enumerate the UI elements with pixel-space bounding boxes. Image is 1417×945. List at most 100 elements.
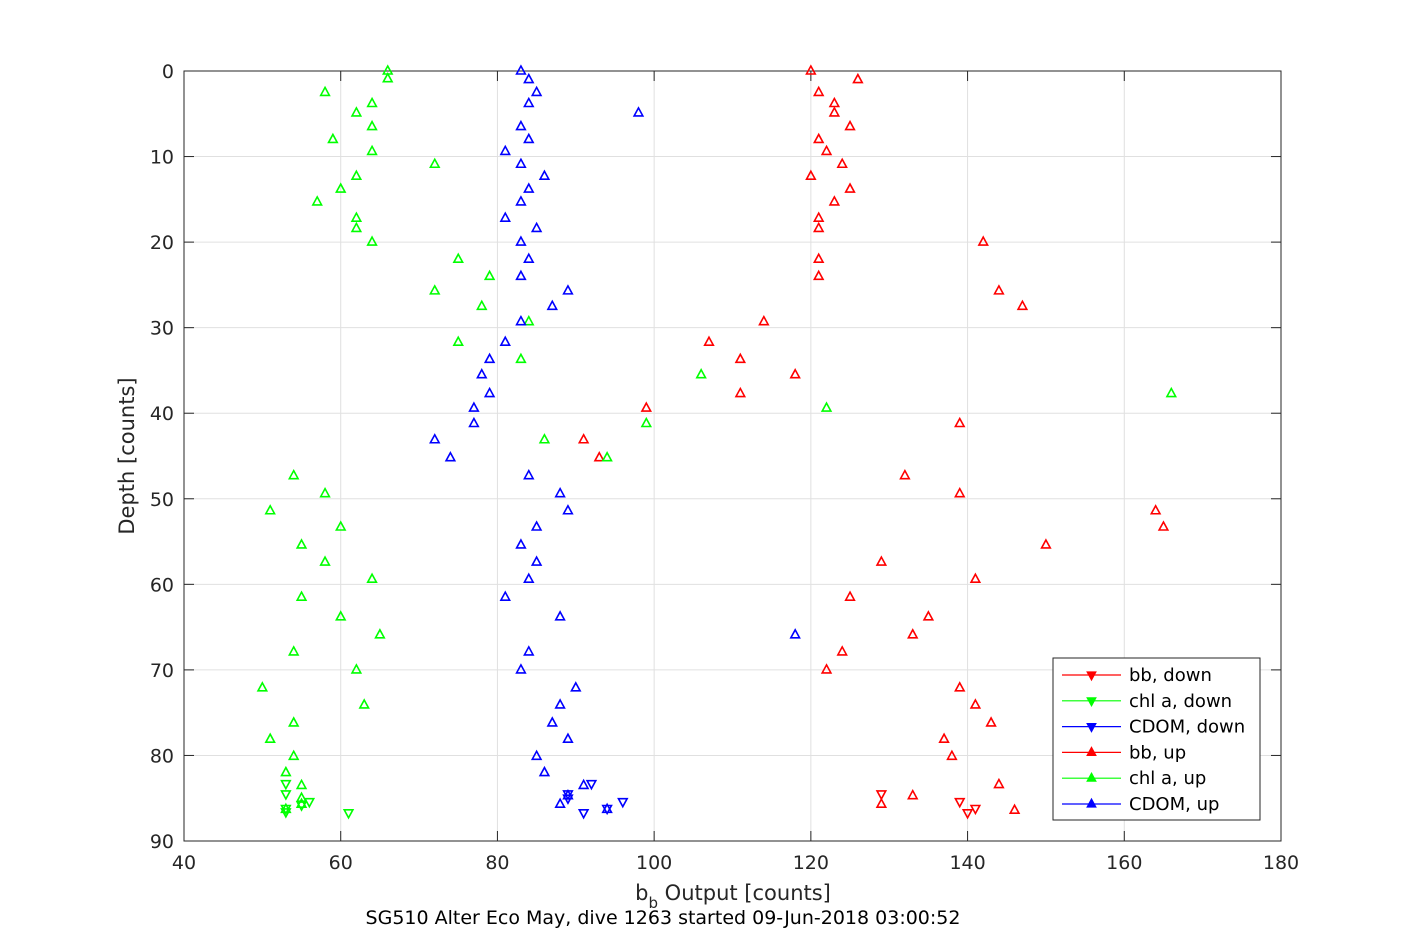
x-tick-label: 160	[1106, 852, 1142, 874]
data-point	[907, 788, 919, 800]
legend-label: chl a, up	[1129, 768, 1206, 789]
data-point	[366, 96, 378, 108]
data-point	[295, 801, 308, 812]
x-tick-label: 140	[949, 852, 985, 874]
data-point	[546, 716, 558, 727]
data-point	[812, 252, 825, 264]
x-tick-label: 100	[636, 852, 672, 874]
data-point	[1016, 299, 1029, 311]
chart-caption: SG510 Alter Eco May, dive 1263 started 0…	[366, 907, 961, 929]
data-point	[499, 144, 511, 156]
data-point	[538, 433, 551, 444]
data-point	[812, 221, 825, 233]
data-point	[523, 182, 535, 193]
data-point	[977, 235, 989, 246]
data-point	[844, 119, 856, 131]
data-point	[789, 628, 801, 639]
data-point	[429, 433, 441, 444]
data-point	[812, 132, 825, 144]
data-point	[382, 72, 394, 83]
series-chl-a-up	[256, 64, 1177, 814]
y-tick-label: 80	[150, 745, 174, 767]
legend-marker	[1086, 723, 1097, 733]
data-point	[954, 486, 966, 498]
data-markers	[256, 64, 1177, 820]
data-point	[429, 284, 441, 295]
data-point	[476, 368, 488, 379]
data-point	[530, 221, 543, 233]
data-point	[530, 85, 543, 97]
data-point	[922, 610, 935, 621]
x-tick-label: 80	[485, 852, 509, 874]
data-point	[695, 368, 707, 379]
data-point	[499, 590, 511, 601]
data-point	[601, 451, 613, 462]
data-point	[562, 732, 574, 743]
data-point	[319, 486, 331, 498]
data-point	[468, 401, 480, 412]
data-point	[538, 169, 551, 181]
data-point	[577, 433, 590, 444]
data-point	[1040, 538, 1052, 549]
data-point	[358, 698, 370, 709]
legend-item: bb, down	[1062, 665, 1212, 686]
data-point	[828, 106, 841, 117]
series-bb-down	[875, 790, 982, 820]
data-point	[342, 808, 355, 820]
data-point	[828, 195, 841, 206]
data-point	[295, 538, 308, 549]
data-point	[350, 221, 363, 233]
data-point	[899, 469, 911, 480]
y-tick-label: 20	[150, 232, 174, 254]
data-point	[1008, 803, 1021, 814]
data-point	[562, 504, 574, 515]
data-point	[515, 195, 527, 206]
x-axis-label: bb Output [counts]	[635, 881, 831, 912]
data-point	[515, 352, 527, 364]
y-tick-label: 0	[162, 61, 174, 83]
x-tick-label: 180	[1263, 852, 1299, 874]
data-point	[546, 299, 558, 311]
data-point	[366, 572, 378, 583]
data-point	[530, 555, 543, 566]
data-point	[969, 804, 982, 816]
data-point	[1165, 386, 1177, 398]
data-point	[319, 85, 331, 97]
data-point	[295, 791, 308, 803]
data-point	[758, 315, 770, 326]
data-point	[523, 252, 535, 264]
data-point	[327, 132, 339, 144]
data-point	[468, 416, 480, 428]
data-point	[530, 520, 543, 531]
plot-frame	[183, 70, 1282, 842]
data-point	[601, 802, 613, 814]
legend-marker	[1086, 697, 1097, 708]
data-point	[538, 765, 551, 777]
data-point	[280, 765, 292, 777]
data-point	[985, 716, 997, 727]
series-cdom-up	[429, 64, 801, 814]
data-point	[288, 749, 300, 761]
data-point	[844, 590, 856, 601]
y-tick-label: 70	[150, 660, 174, 682]
data-point	[875, 555, 888, 566]
legend-label: CDOM, up	[1129, 794, 1219, 815]
legend: bb, down chl a, down CDOM, down bb, up chl a…	[1052, 657, 1261, 821]
data-point	[523, 572, 535, 583]
x-tick-label: 60	[329, 852, 353, 874]
legend-item: chl a, up	[1062, 768, 1206, 789]
data-point	[632, 106, 645, 117]
data-point	[852, 72, 864, 84]
legend-item: CDOM, up	[1062, 794, 1219, 815]
data-point	[577, 808, 590, 820]
data-point	[1157, 520, 1170, 531]
data-point	[256, 681, 269, 692]
x-tick-label: 40	[172, 852, 196, 874]
y-tick-label: 90	[150, 831, 174, 853]
data-point	[295, 778, 308, 790]
y-axis-label: Depth [counts]	[115, 377, 139, 534]
data-point	[319, 555, 331, 566]
data-point	[789, 368, 801, 379]
data-point	[523, 96, 535, 108]
data-point	[523, 132, 535, 144]
